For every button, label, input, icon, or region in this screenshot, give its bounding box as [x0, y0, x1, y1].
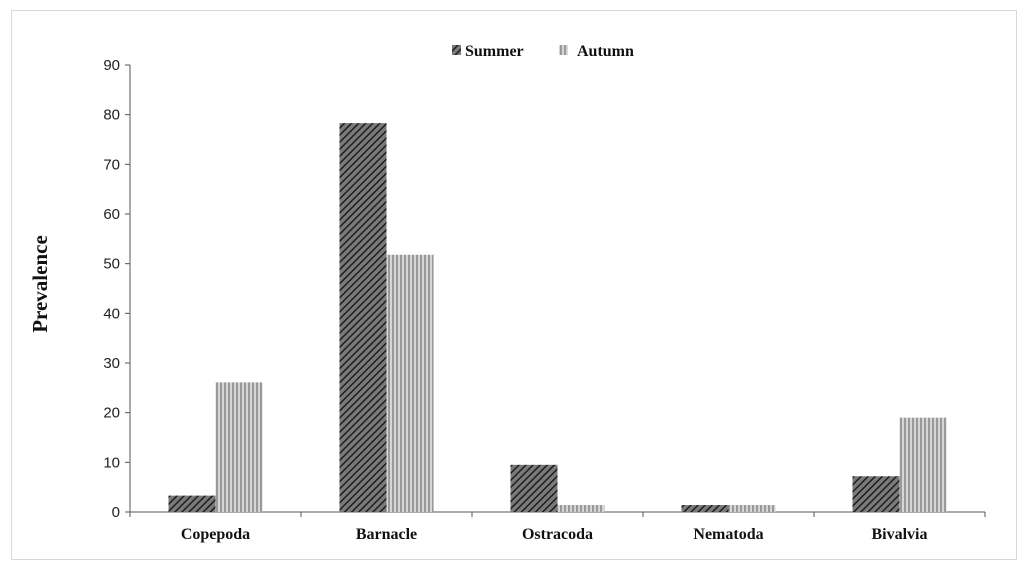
legend-label-autumn: Autumn — [577, 43, 634, 60]
x-category-label: Barnacle — [356, 526, 417, 543]
y-tick-label: 20 — [103, 405, 120, 422]
bar-autumn-ostracoda — [557, 505, 605, 512]
legend: Summer Autumn — [452, 43, 634, 60]
y-tick-label: 0 — [112, 504, 120, 521]
legend-swatch-summer — [452, 45, 461, 55]
bar-summer-copepoda — [168, 495, 216, 512]
x-axis: Copepoda Barnacle Ostracoda Nematoda Bivalvi… — [129, 511, 986, 543]
legend-swatch-autumn — [559, 45, 568, 55]
bar-summer-ostracoda — [510, 464, 558, 512]
bar-summer-bivalvia — [852, 476, 900, 512]
x-category-label: Copepoda — [181, 526, 250, 543]
bar-autumn-copepoda — [215, 382, 263, 512]
x-category-label: Nematoda — [693, 526, 763, 543]
y-tick-label: 90 — [103, 57, 120, 74]
legend-label-summer: Summer — [465, 43, 524, 60]
bar-autumn-bivalvia — [899, 417, 947, 512]
bars — [168, 123, 947, 513]
y-tick-label: 30 — [103, 355, 120, 372]
y-tick-label: 70 — [103, 156, 120, 173]
y-tick-label: 50 — [103, 256, 120, 273]
y-axis: 0 10 20 30 40 50 60 70 80 90 — [103, 57, 131, 521]
bar-summer-nematoda — [681, 505, 729, 512]
bar-autumn-barnacle — [386, 254, 434, 512]
bar-summer-barnacle — [339, 123, 387, 513]
y-tick-label: 10 — [103, 454, 120, 471]
y-tick-label: 40 — [103, 305, 120, 322]
y-axis-title: Prevalence — [28, 235, 52, 333]
y-tick-label: 60 — [103, 206, 120, 223]
x-category-label: Bivalvia — [871, 526, 927, 543]
x-category-label: Ostracoda — [522, 526, 593, 543]
y-tick-label: 80 — [103, 107, 120, 124]
bar-autumn-nematoda — [728, 505, 776, 512]
